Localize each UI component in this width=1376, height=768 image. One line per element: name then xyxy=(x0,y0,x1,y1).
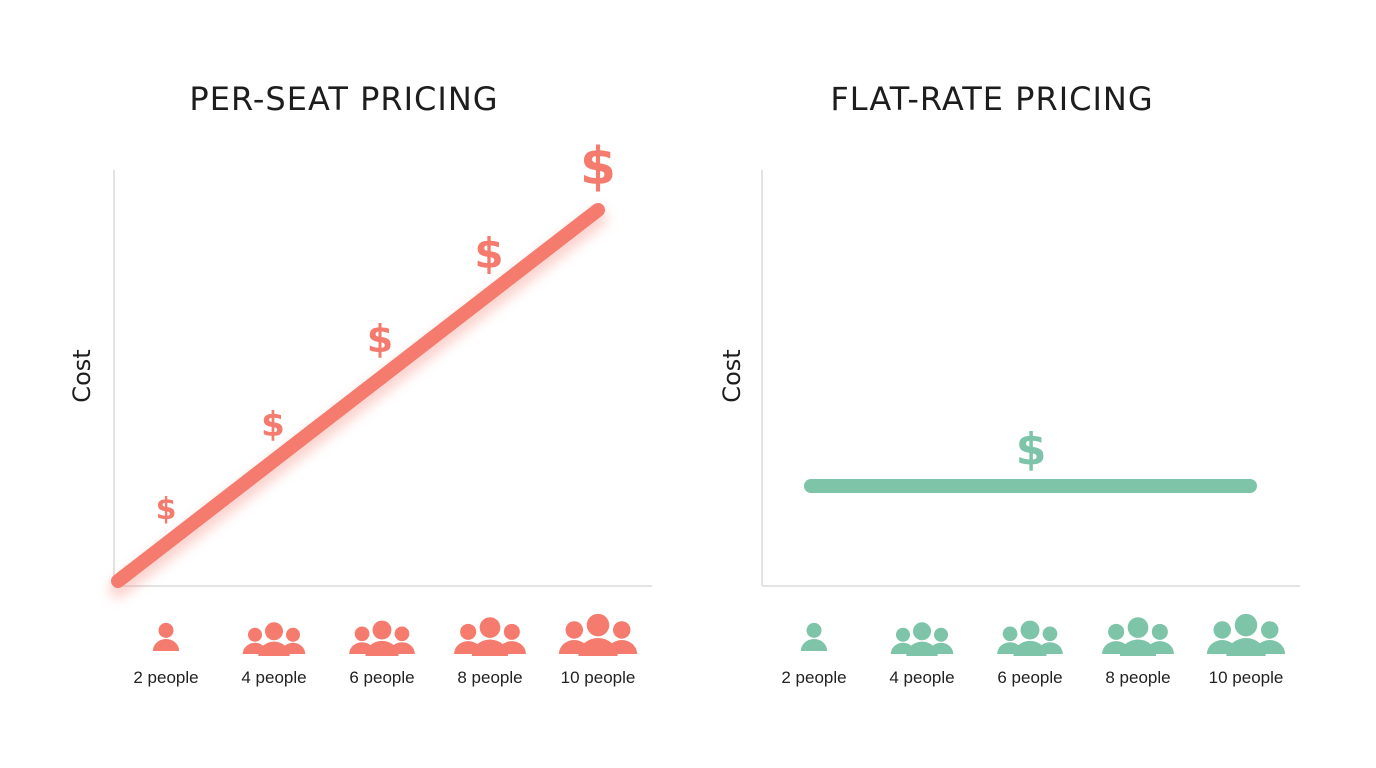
data-label: $ xyxy=(1016,424,1047,475)
data-label: $ xyxy=(580,137,616,197)
person-icon xyxy=(1226,613,1266,656)
chart-title: FLAT-RATE PRICING xyxy=(830,80,1154,118)
person-icon xyxy=(800,622,828,651)
x-tick-label: 10 people xyxy=(1208,668,1284,687)
per-seat-plot: $ $ $ $ $ xyxy=(109,137,652,656)
x-tick-label: 4 people xyxy=(889,668,955,687)
x-tick-label: 8 people xyxy=(1105,668,1171,687)
person-icon xyxy=(471,617,509,656)
person-icon xyxy=(258,622,290,656)
person-icon xyxy=(906,622,938,656)
data-label: $ xyxy=(156,492,177,527)
flat-rate-chart: FLAT-RATE PRICING Cost $ 2 people 4 peopl… xyxy=(648,0,1336,768)
data-label: $ xyxy=(474,229,503,278)
chart-title: PER-SEAT PRICING xyxy=(189,80,499,118)
series-line xyxy=(111,203,605,588)
person-icon xyxy=(1254,621,1286,654)
person-icon xyxy=(152,622,180,651)
x-tick-label: 6 people xyxy=(349,668,415,687)
data-label: $ xyxy=(367,317,393,361)
person-icon xyxy=(365,620,399,656)
x-tick-label: 2 people xyxy=(133,668,199,687)
person-icon xyxy=(578,613,618,656)
x-tick-label: 6 people xyxy=(997,668,1063,687)
x-tick-label: 2 people xyxy=(781,668,847,687)
flat-rate-plot: $ xyxy=(761,170,1300,656)
x-tick-label: 8 people xyxy=(457,668,523,687)
x-tick-label: 10 people xyxy=(560,668,636,687)
person-icon xyxy=(1119,617,1157,656)
per-seat-chart: PER-SEAT PRICING Cost $ $ $ $ $ 2 people 4 pe… xyxy=(68,80,652,687)
x-tick-label: 4 people xyxy=(241,668,307,687)
person-icon xyxy=(1013,620,1047,656)
data-label: $ xyxy=(261,405,285,445)
